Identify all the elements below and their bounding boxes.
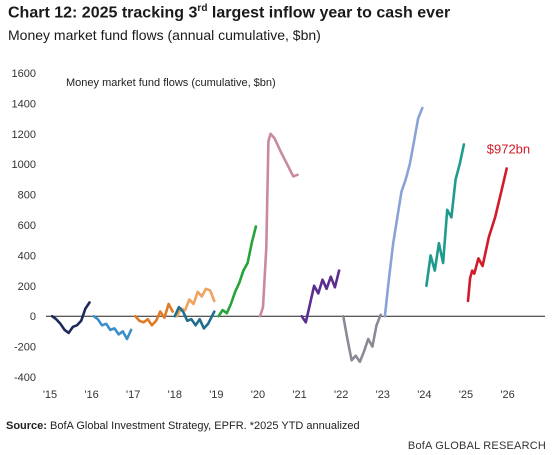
label-layer: Money market fund flows (cumulative, $bn… bbox=[12, 68, 531, 401]
x-tick-label: '25 bbox=[459, 389, 473, 401]
y-tick-label: 1200 bbox=[12, 129, 36, 141]
series-line-2019 bbox=[217, 225, 258, 318]
series-layer bbox=[50, 106, 508, 364]
series-line-2016 bbox=[92, 314, 133, 341]
x-tick-label: '24 bbox=[417, 389, 431, 401]
series-line-2020 bbox=[258, 132, 299, 318]
series-line-2025 bbox=[466, 167, 508, 303]
series-line-2021 bbox=[300, 269, 341, 324]
series-line-2022 bbox=[342, 313, 382, 364]
x-tick-label: '15 bbox=[43, 389, 57, 401]
y-tick-label: 0 bbox=[30, 311, 36, 323]
x-tick-label: '23 bbox=[376, 389, 390, 401]
x-tick-label: '17 bbox=[126, 389, 140, 401]
x-tick-label: '16 bbox=[84, 389, 98, 401]
x-tick-label: '18 bbox=[168, 389, 182, 401]
series-line-2017 bbox=[134, 302, 174, 327]
x-tick-label: '22 bbox=[334, 389, 348, 401]
series-line-2023 bbox=[383, 106, 424, 318]
y-tick-label: 800 bbox=[18, 190, 36, 202]
x-tick-label: '19 bbox=[209, 389, 223, 401]
x-tick-label: '21 bbox=[292, 389, 306, 401]
chart-subtitle: Money market fund flows (annual cumulati… bbox=[8, 27, 321, 43]
series-line-2018b bbox=[173, 305, 216, 330]
series-line-2024 bbox=[425, 143, 466, 288]
x-tick-label: '26 bbox=[500, 389, 514, 401]
y-tick-label: -200 bbox=[14, 342, 36, 354]
brand-footer: BofA GLOBAL RESEARCH bbox=[407, 440, 546, 452]
y-tick-label: 200 bbox=[18, 281, 36, 293]
y-tick-label: 400 bbox=[18, 250, 36, 262]
series-line-2015 bbox=[50, 301, 91, 335]
y-tick-label: 1000 bbox=[12, 159, 36, 171]
y-tick-label: 600 bbox=[18, 220, 36, 232]
source-text: BofA Global Investment Strategy, EPFR. *… bbox=[46, 420, 360, 432]
y-tick-label: 1600 bbox=[12, 68, 36, 80]
source-label: Source: bbox=[6, 420, 47, 432]
value-annotation: $972bn bbox=[487, 142, 530, 157]
title-superscript: rd bbox=[197, 3, 208, 14]
chart-title: Chart 12: 2025 tracking 3rd largest infl… bbox=[8, 3, 451, 22]
x-tick-label: '20 bbox=[251, 389, 265, 401]
y-tick-label: 1400 bbox=[12, 98, 36, 110]
plot-title: Money market fund flows (cumulative, $bn… bbox=[66, 77, 276, 89]
series-line-2018 bbox=[175, 287, 216, 318]
source-note: Source: BofA Global Investment Strategy,… bbox=[6, 420, 360, 432]
y-tick-label: -400 bbox=[14, 372, 36, 384]
